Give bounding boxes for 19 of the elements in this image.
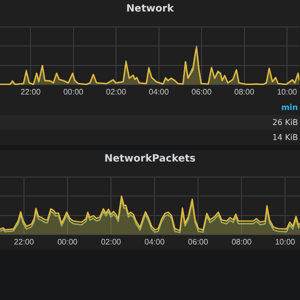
chart-title: Network <box>126 4 174 15</box>
x-tick-label: 00:00 <box>57 237 78 246</box>
x-tick-label: 22:00 <box>20 87 42 96</box>
chart-title: NetworkPackets <box>104 154 196 165</box>
text: 26 KiB <box>0 115 300 130</box>
x-tick-label: 06:00 <box>188 237 209 246</box>
x-tick-label: 08:00 <box>232 237 252 246</box>
text: 14 KiB <box>271 132 299 144</box>
x-tick-label: 06:00 <box>192 87 212 96</box>
x-tick-label: 22:00 <box>14 237 34 246</box>
x-tick-label: 02:00 <box>106 87 127 96</box>
x-tick-label: 02:00 <box>100 237 122 246</box>
x-tick-label: 04:00 <box>148 87 170 96</box>
x-tick-label: 10:00 <box>276 87 298 96</box>
x-tick-label: 00:00 <box>63 87 84 96</box>
text: min <box>280 102 299 114</box>
x-tick-label: 10:00 <box>275 237 296 246</box>
x-tick-label: 08:00 <box>234 87 255 96</box>
x-tick-label: 04:00 <box>144 237 166 246</box>
